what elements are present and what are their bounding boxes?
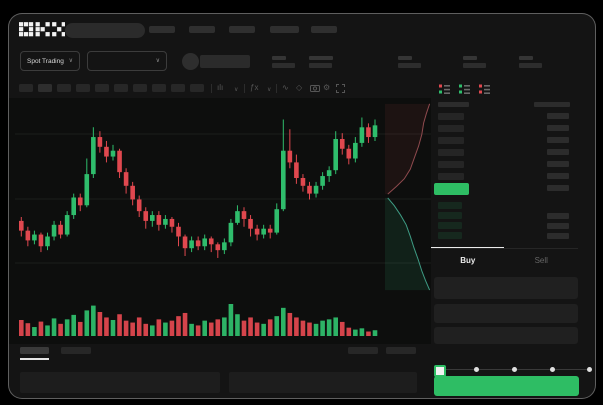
orderbook-col-header-price [438,102,469,107]
line-wave-icon[interactable]: ∿ [282,83,289,92]
settings-gear-icon[interactable]: ⚙ [323,83,331,92]
draw-tool-icon[interactable]: ◇ [296,83,303,92]
orderbook-col-header-amount [534,102,570,107]
trade-tabs: Buy Sell [431,248,578,271]
nav-item-5[interactable] [311,26,337,33]
timeframe-button-4[interactable] [76,84,90,92]
timeframe-button-3[interactable] [57,84,71,92]
pair-selector-dropdown[interactable]: ∨ [87,51,167,71]
tab-buy[interactable]: Buy [460,255,476,265]
toolbar-divider [276,84,277,93]
bottom-tab-order-history[interactable] [61,347,91,354]
candlestick-chart-canvas[interactable] [11,100,431,340]
toolbar-divider [244,84,245,93]
ticker-stat [272,56,295,68]
ask-row[interactable] [438,149,464,156]
timeframe-button-10[interactable] [190,84,204,92]
indicator-icon[interactable]: ƒx [250,83,259,92]
nav-item-3[interactable] [229,26,255,33]
orderbook-trade-panel: Buy Sell [431,80,595,398]
total-input-field[interactable] [434,327,578,344]
slider-stop-75[interactable] [550,367,555,372]
market-type-label: Spot Trading [27,57,64,65]
timeframe-button-1[interactable] [19,84,33,92]
ticker-stat [519,56,542,68]
orders-table-placeholder [229,372,417,393]
bid-row[interactable] [438,212,462,219]
ticker-stat [463,56,486,68]
slider-stop-50[interactable] [512,367,517,372]
bottom-panel-control-1[interactable] [348,347,378,354]
chevron-down-icon: ∨ [68,58,73,64]
camera-icon[interactable] [310,84,320,92]
slider-stop-25[interactable] [474,367,479,372]
orderbook-view-bids-icon[interactable] [458,83,471,96]
orderbook-view-combined-icon[interactable] [438,83,451,96]
timeframe-button-6[interactable] [114,84,128,92]
bottom-tab-open-orders[interactable] [20,347,49,354]
nav-item-1[interactable] [149,26,175,33]
timeframe-button-7[interactable] [133,84,147,92]
ask-row[interactable] [438,161,464,168]
price-input-field[interactable] [434,277,578,299]
active-tab-underline [20,358,49,360]
amount-input-field[interactable] [434,304,578,323]
market-type-dropdown[interactable]: Spot Trading ∨ [20,51,80,71]
slider-stop-100[interactable] [587,367,592,372]
ask-row[interactable] [438,125,464,132]
nav-item-4[interactable] [270,26,299,33]
token-icon [182,53,199,70]
bid-row[interactable] [438,232,462,239]
okx-logo [19,22,65,37]
chevron-down-icon[interactable]: ∨ [267,87,272,93]
app-window: Spot Trading ∨ ∨ ılı ∨ ƒx ∨ ∿ ◇ ⚙ [8,13,596,399]
bid-row[interactable] [438,202,462,209]
orders-table-placeholder [20,372,220,393]
ask-row[interactable] [438,137,464,144]
bottom-panel-control-2[interactable] [386,347,416,354]
orderbook-view-asks-icon[interactable] [478,83,491,96]
ask-row[interactable] [438,173,464,180]
candle-interval-icon[interactable]: ılı [217,83,224,92]
timeframe-button-9[interactable] [171,84,185,92]
ticker-stat [398,56,421,68]
last-price-bar[interactable] [434,183,469,195]
search-input[interactable] [65,23,145,38]
tab-sell[interactable]: Sell [534,255,548,265]
chevron-down-icon: ∨ [155,58,160,64]
toolbar-divider [211,84,212,93]
ticker-stat [309,56,333,68]
bid-row[interactable] [438,222,462,229]
timeframe-button-2[interactable] [38,84,52,92]
chevron-down-icon[interactable]: ∨ [234,87,239,93]
timeframe-button-8[interactable] [152,84,166,92]
ask-row[interactable] [438,113,464,120]
buy-submit-button[interactable] [434,376,579,396]
fullscreen-icon[interactable] [336,84,345,93]
nav-item-2[interactable] [189,26,215,33]
timeframe-button-5[interactable] [95,84,109,92]
pair-name-placeholder [200,55,250,68]
